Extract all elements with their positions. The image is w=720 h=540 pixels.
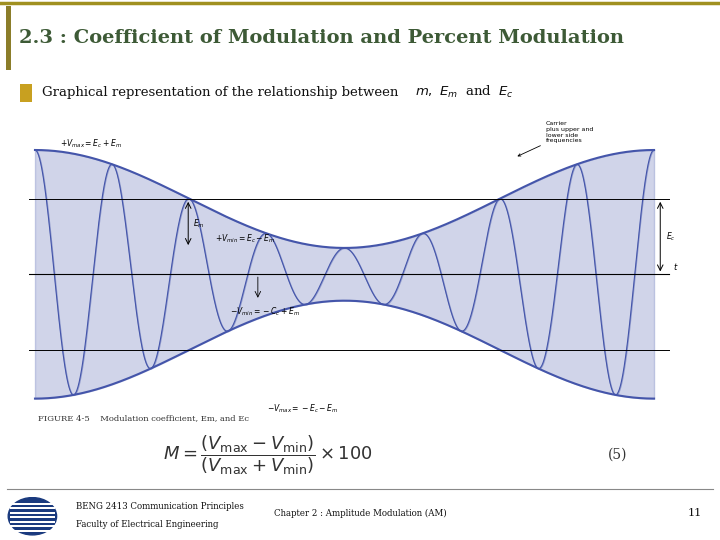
Bar <box>10 530 55 532</box>
Text: $-V_{min}=-C_c+E_m$: $-V_{min}=-C_c+E_m$ <box>230 306 300 319</box>
Bar <box>10 503 55 505</box>
Text: 11: 11 <box>688 508 702 518</box>
Text: Chapter 2 : Amplitude Modulation (AM): Chapter 2 : Amplitude Modulation (AM) <box>274 509 446 518</box>
Bar <box>10 516 55 518</box>
Text: FIGURE 4-5    Modulation coefficient, Em, and Ec: FIGURE 4-5 Modulation coefficient, Em, a… <box>38 414 249 422</box>
Text: $t$: $t$ <box>672 261 678 272</box>
Text: Graphical representation of the relationship between: Graphical representation of the relation… <box>42 86 402 99</box>
Bar <box>20 84 32 102</box>
Bar <box>10 521 55 523</box>
Bar <box>10 507 55 509</box>
Text: $m,\ E_m$  and  $E_c$: $m,\ E_m$ and $E_c$ <box>415 84 513 100</box>
Bar <box>6 6 11 70</box>
Text: $-V_{max}=-E_c-E_m$: $-V_{max}=-E_c-E_m$ <box>267 402 338 415</box>
Text: 2.3 : Coefficient of Modulation and Percent Modulation: 2.3 : Coefficient of Modulation and Perc… <box>19 29 624 47</box>
Text: $+V_{min}=E_c-E_m$: $+V_{min}=E_c-E_m$ <box>215 232 275 245</box>
Text: $E_m$: $E_m$ <box>193 217 204 230</box>
Text: (5): (5) <box>608 448 628 462</box>
Text: $+V_{max}=E_c+E_m$: $+V_{max}=E_c+E_m$ <box>60 138 122 150</box>
Bar <box>10 512 55 514</box>
Text: Faculty of Electrical Engineering: Faculty of Electrical Engineering <box>76 519 218 529</box>
Text: $M = \dfrac{\left(V_{\mathrm{max}}-V_{\mathrm{min}}\right)}{\left(V_{\mathrm{max: $M = \dfrac{\left(V_{\mathrm{max}}-V_{\m… <box>163 433 373 477</box>
Text: BENG 2413 Communication Principles: BENG 2413 Communication Principles <box>76 502 243 511</box>
Text: $E_c$: $E_c$ <box>667 231 676 243</box>
Text: Carrier
plus upper and
lower side
frequencies: Carrier plus upper and lower side freque… <box>518 121 593 156</box>
Bar <box>10 525 55 528</box>
Circle shape <box>8 497 57 535</box>
